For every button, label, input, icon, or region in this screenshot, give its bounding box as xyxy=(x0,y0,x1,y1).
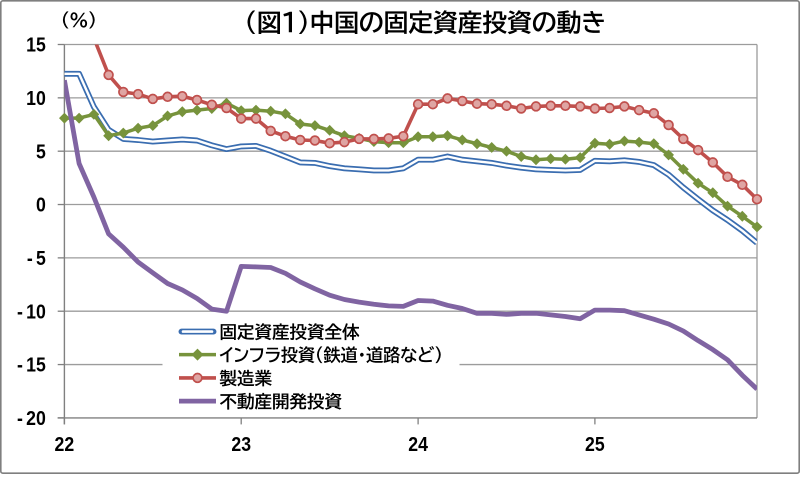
svg-text:20: 20 xyxy=(26,408,46,430)
svg-text:23: 23 xyxy=(231,434,251,456)
svg-text:-: - xyxy=(17,355,23,377)
svg-text:22: 22 xyxy=(55,434,75,456)
svg-text:10: 10 xyxy=(26,301,46,323)
svg-text:10: 10 xyxy=(26,88,46,110)
svg-text:-: - xyxy=(17,408,23,430)
svg-text:5: 5 xyxy=(36,248,46,270)
svg-text:24: 24 xyxy=(408,434,428,456)
svg-text:0: 0 xyxy=(36,195,46,217)
svg-text:-: - xyxy=(27,248,33,270)
svg-text:15: 15 xyxy=(26,355,46,377)
svg-text:25: 25 xyxy=(585,434,605,456)
svg-text:-: - xyxy=(17,301,23,323)
svg-text:15: 15 xyxy=(26,35,46,57)
svg-text:5: 5 xyxy=(36,141,46,163)
